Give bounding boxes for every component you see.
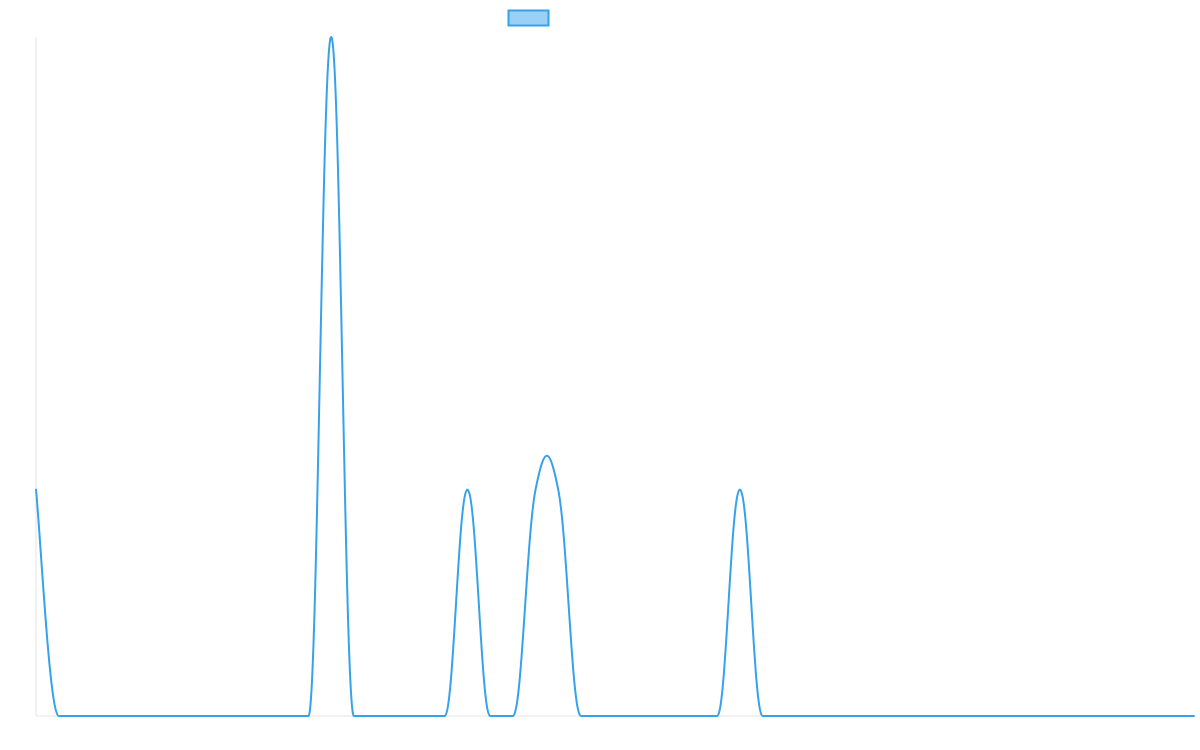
plot-area bbox=[35, 36, 1195, 717]
legend-swatch[interactable] bbox=[507, 9, 550, 27]
axes bbox=[35, 37, 1194, 717]
legend[interactable] bbox=[507, 9, 550, 27]
series-line-0 bbox=[35, 36, 1195, 717]
